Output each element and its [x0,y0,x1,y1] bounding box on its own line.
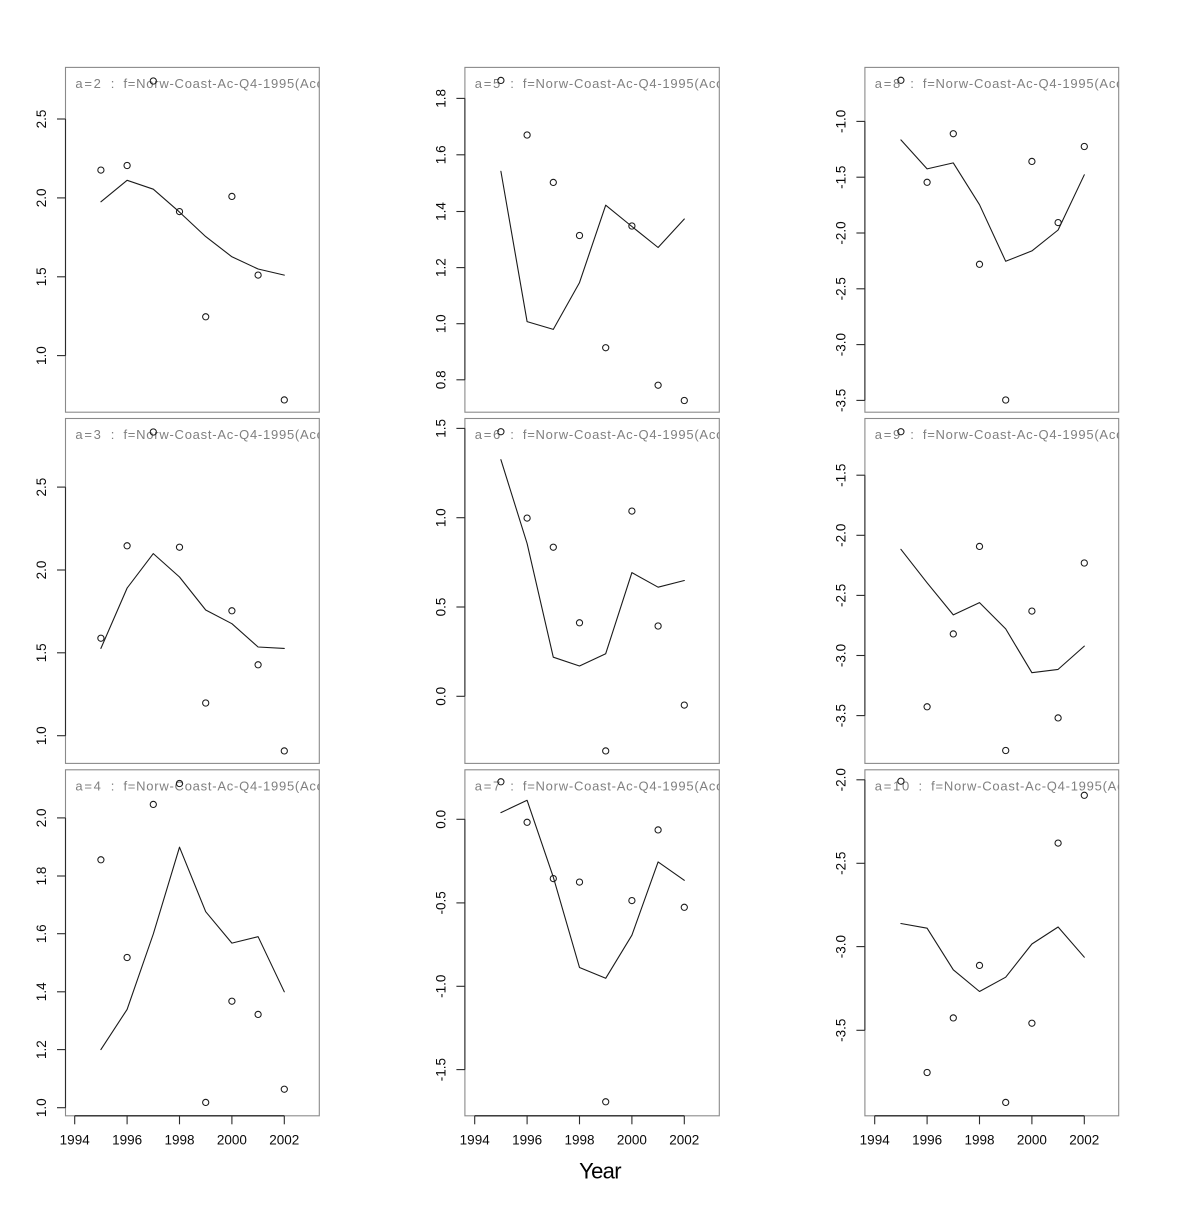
svg-text:2002: 2002 [1069,1132,1099,1147]
svg-text:1.0: 1.0 [434,508,449,527]
svg-text:2.0: 2.0 [34,809,49,828]
svg-text:-1.5: -1.5 [434,1058,449,1081]
svg-text:-2.0: -2.0 [834,768,849,791]
svg-text:a=7:f=Norw-Coast-Ac-Q4-1995(Ac: a=7: f=Norw-Coast-Ac-Q4-1995(Acoustic-sur… [475,779,808,794]
svg-text:1996: 1996 [512,1132,542,1147]
svg-text:2.5: 2.5 [34,478,49,497]
svg-text:1.0: 1.0 [34,346,49,365]
svg-text:-2.5: -2.5 [834,852,849,875]
svg-text:a=10:f=Norw-Coast-Ac-Q4-1995(A: a=10: f=Norw-Coast-Ac-Q4-1995(Acoustic-su… [875,779,1200,794]
svg-text:1996: 1996 [112,1132,142,1147]
svg-text:-2.0: -2.0 [834,221,849,244]
svg-text:1.5: 1.5 [434,419,449,438]
svg-text:a=3:f=Norw-Coast-Ac-Q4-1995(Ac: a=3: f=Norw-Coast-Ac-Q4-1995(Acoustic-sur… [75,427,408,442]
svg-text:1.6: 1.6 [34,924,49,943]
svg-text:2.5: 2.5 [34,110,49,129]
svg-text:a=9:f=Norw-Coast-Ac-Q4-1995(Ac: a=9: f=Norw-Coast-Ac-Q4-1995(Acoustic-sur… [875,427,1200,442]
svg-text:1998: 1998 [964,1132,994,1147]
svg-text:-1.0: -1.0 [434,975,449,998]
svg-text:0.0: 0.0 [434,687,449,706]
svg-text:-1.0: -1.0 [834,110,849,133]
svg-text:-2.5: -2.5 [834,277,849,300]
svg-text:-3.0: -3.0 [834,644,849,667]
svg-text:a=6:f=Norw-Coast-Ac-Q4-1995(Ac: a=6: f=Norw-Coast-Ac-Q4-1995(Acoustic-sur… [475,427,808,442]
svg-text:0.5: 0.5 [434,598,449,617]
svg-text:1994: 1994 [860,1132,891,1147]
svg-text:-3.5: -3.5 [834,1019,849,1042]
svg-text:1.6: 1.6 [434,145,449,164]
svg-text:-1.5: -1.5 [834,166,849,189]
svg-text:1.8: 1.8 [434,89,449,108]
svg-text:1.5: 1.5 [34,267,49,286]
svg-text:1.4: 1.4 [434,202,449,221]
svg-text:1.2: 1.2 [34,1040,49,1059]
svg-text:1.0: 1.0 [434,314,449,333]
svg-text:1.8: 1.8 [34,867,49,886]
svg-text:0.8: 0.8 [434,370,449,389]
svg-text:-2.5: -2.5 [834,584,849,607]
svg-text:1994: 1994 [460,1132,491,1147]
svg-text:1.4: 1.4 [34,982,49,1001]
svg-text:-3.5: -3.5 [834,389,849,412]
svg-text:1998: 1998 [564,1132,594,1147]
svg-text:1998: 1998 [164,1132,194,1147]
svg-text:2000: 2000 [617,1132,647,1147]
svg-text:-3.5: -3.5 [834,704,849,727]
svg-text:2.0: 2.0 [34,189,49,208]
svg-text:-0.5: -0.5 [434,891,449,914]
svg-text:2002: 2002 [269,1132,299,1147]
svg-text:a=4:f=Norw-Coast-Ac-Q4-1995(Ac: a=4: f=Norw-Coast-Ac-Q4-1995(Acoustic-sur… [75,779,408,794]
svg-text:-3.0: -3.0 [834,333,849,356]
svg-text:a=2:f=Norw-Coast-Ac-Q4-1995(Ac: a=2: f=Norw-Coast-Ac-Q4-1995(Acoustic-sur… [75,76,408,91]
svg-text:1.0: 1.0 [34,1098,49,1117]
svg-text:2002: 2002 [669,1132,699,1147]
svg-text:-2.0: -2.0 [834,524,849,547]
svg-text:-1.5: -1.5 [834,464,849,487]
svg-text:a=8:f=Norw-Coast-Ac-Q4-1995(Ac: a=8: f=Norw-Coast-Ac-Q4-1995(Acoustic-sur… [875,76,1200,91]
svg-text:1996: 1996 [912,1132,942,1147]
svg-text:0.0: 0.0 [434,810,449,829]
svg-text:a=5:f=Norw-Coast-Ac-Q4-1995(Ac: a=5: f=Norw-Coast-Ac-Q4-1995(Acoustic-sur… [475,76,808,91]
svg-text:1.5: 1.5 [34,643,49,662]
svg-text:1.0: 1.0 [34,726,49,745]
svg-text:2000: 2000 [1017,1132,1047,1147]
svg-text:Year: Year [579,1159,621,1184]
svg-text:2000: 2000 [217,1132,247,1147]
svg-text:2.0: 2.0 [34,561,49,580]
svg-text:1.2: 1.2 [434,258,449,277]
svg-text:1994: 1994 [60,1132,91,1147]
svg-text:-3.0: -3.0 [834,935,849,958]
